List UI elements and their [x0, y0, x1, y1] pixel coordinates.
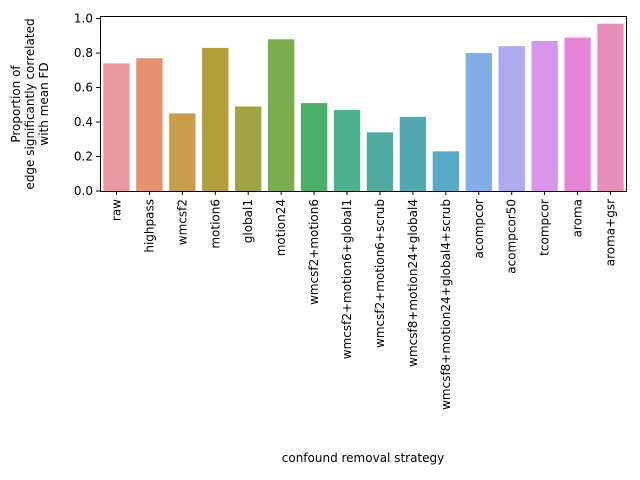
x-axis-label: confound removal strategy: [282, 451, 445, 465]
x-tick-label: raw: [109, 199, 123, 221]
bar-aroma: [564, 37, 591, 191]
x-tick-label: wmcsf2+motion6: [307, 199, 321, 305]
y-tick-label: 0.8: [74, 46, 93, 60]
y-tick-label: 1.0: [74, 12, 93, 26]
x-tick-label: tcompcor: [538, 199, 552, 256]
x-tick-label: wmcsf2+motion6+scrub: [373, 199, 387, 348]
y-tick-label: 0.6: [74, 81, 93, 95]
x-tick-label: motion6: [208, 199, 222, 249]
bar-motion24: [267, 39, 295, 191]
bar-wmcsf2: [169, 113, 196, 191]
bar-wmcsf2-motion6-scrub: [366, 132, 394, 191]
bar-wmcsf8-motion24-global4-scrub: [432, 151, 460, 191]
y-axis-label-line: edge significantly correlated: [23, 18, 37, 189]
y-axis-label-line: with mean FD: [37, 62, 51, 145]
bars-group: [103, 23, 624, 192]
bar-acompcor50: [498, 46, 525, 191]
x-tick-label: acompcor: [472, 199, 486, 259]
x-tick-label: wmcsf8+motion24+global4: [406, 199, 420, 367]
y-tick-label: 0.2: [74, 150, 93, 164]
x-tick-label: highpass: [142, 199, 156, 253]
bar-highpass: [136, 58, 163, 191]
bar-tcompcor: [531, 41, 558, 191]
axes: [100, 16, 627, 192]
y-axis-label-line: Proportion of: [9, 65, 23, 143]
bar-raw: [103, 63, 130, 191]
y-ticks: 0.0 0.2 0.4 0.6 0.8 1.0: [74, 12, 100, 198]
x-tick-label: global1: [241, 199, 255, 243]
x-tick-label: wmcsf2: [175, 199, 189, 245]
x-tick-label: wmcsf8+motion24+global4+scrub: [439, 199, 453, 410]
bar-wmcsf8-motion24-global4: [399, 116, 427, 191]
bar-aroma-gsr: [597, 23, 624, 192]
bar-motion6: [202, 47, 229, 192]
bar-wmcsf2-motion6: [300, 103, 328, 191]
y-tick-label: 0.0: [74, 184, 93, 198]
y-tick-label: 0.4: [74, 115, 93, 129]
x-tick-label: aroma: [571, 199, 585, 237]
x-tick-label: motion24: [274, 199, 288, 256]
y-axis-label: Proportion ofedge significantly correlat…: [9, 18, 51, 189]
x-ticks: raw highpass wmcsf2 motion6 global1 motion24 w…: [109, 191, 618, 410]
x-tick-label: acompcor50: [505, 199, 519, 274]
x-tick-label: aroma+gsr: [604, 199, 618, 266]
bar-acompcor: [465, 53, 492, 191]
x-tick-label: wmcsf2+motion6+global1: [340, 199, 354, 359]
bar-global1: [235, 106, 262, 191]
bar-wmcsf2-motion6-global1: [333, 109, 361, 191]
